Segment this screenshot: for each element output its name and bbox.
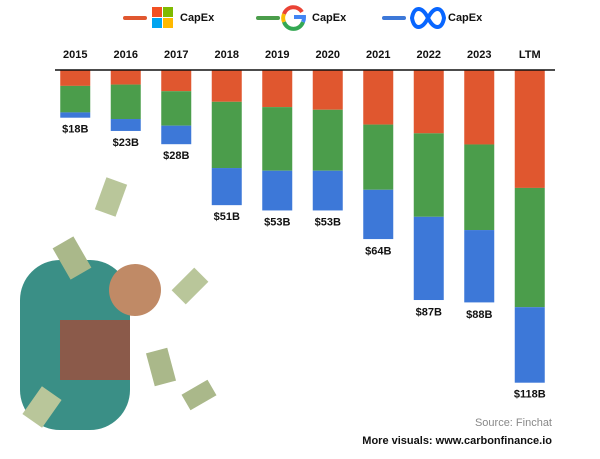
total-label: $23B bbox=[113, 137, 139, 149]
bar-segment bbox=[161, 70, 192, 92]
legend-label: CapEx bbox=[180, 12, 215, 24]
bar-segment bbox=[514, 307, 545, 383]
bar-segment bbox=[514, 70, 545, 188]
bar-segment bbox=[363, 124, 394, 190]
legend-label: CapEx bbox=[312, 12, 347, 24]
x-tick-label: 2022 bbox=[417, 49, 441, 61]
total-label: $51B bbox=[214, 211, 240, 223]
bar-segment bbox=[312, 70, 343, 110]
bar-segment bbox=[413, 133, 444, 217]
x-tick-label: 2023 bbox=[467, 49, 491, 61]
photo-decoration bbox=[20, 177, 217, 430]
total-label: $64B bbox=[365, 246, 391, 258]
bar-segment bbox=[413, 216, 444, 301]
x-tick-label: 2019 bbox=[265, 49, 289, 61]
total-label: $53B bbox=[264, 216, 290, 228]
bar-segment bbox=[211, 168, 242, 206]
bar-segment bbox=[413, 70, 444, 134]
bar-segment bbox=[464, 70, 495, 145]
footer: More visuals: www.carbonfinance.io bbox=[362, 435, 552, 447]
x-tick-label: 2015 bbox=[63, 49, 87, 61]
x-tick-label: 2017 bbox=[164, 49, 188, 61]
bar-segment bbox=[60, 85, 91, 113]
bar-segment bbox=[514, 187, 545, 308]
total-label: $53B bbox=[315, 216, 341, 228]
bar-segment bbox=[312, 109, 343, 171]
meta-logo bbox=[409, 7, 447, 29]
bar-segment bbox=[110, 84, 141, 120]
x-tick-label: 2018 bbox=[215, 49, 239, 61]
bar-segment bbox=[110, 119, 141, 131]
source: Source: Finchat bbox=[475, 417, 552, 429]
bar-segment bbox=[363, 189, 394, 240]
x-tick-label: LTM bbox=[519, 49, 541, 61]
bar-segment bbox=[464, 230, 495, 303]
bar-segment bbox=[161, 125, 192, 145]
x-tick-label: 2020 bbox=[316, 49, 340, 61]
bar-segment bbox=[211, 70, 242, 102]
bar-segment bbox=[363, 70, 394, 125]
x-tick-label: 2021 bbox=[366, 49, 390, 61]
total-label: $18B bbox=[62, 124, 88, 136]
bar-segment bbox=[110, 70, 141, 85]
bar-segment bbox=[262, 107, 293, 171]
bar-segment bbox=[161, 91, 192, 126]
bar-segment bbox=[60, 112, 91, 118]
bar-segment bbox=[60, 70, 91, 86]
total-label: $118B bbox=[514, 389, 546, 401]
total-label: $28B bbox=[163, 150, 189, 162]
google-logo bbox=[281, 5, 307, 31]
total-label: $87B bbox=[416, 306, 442, 318]
bar-segment bbox=[312, 170, 343, 211]
total-label: $88B bbox=[466, 309, 492, 321]
bar-segment bbox=[262, 170, 293, 211]
microsoft-logo bbox=[152, 7, 173, 28]
legend-label: CapEx bbox=[448, 12, 483, 24]
x-tick-label: 2016 bbox=[114, 49, 138, 61]
bar-segment bbox=[262, 70, 293, 108]
bar-segment bbox=[211, 101, 242, 169]
bar-segment bbox=[464, 144, 495, 231]
